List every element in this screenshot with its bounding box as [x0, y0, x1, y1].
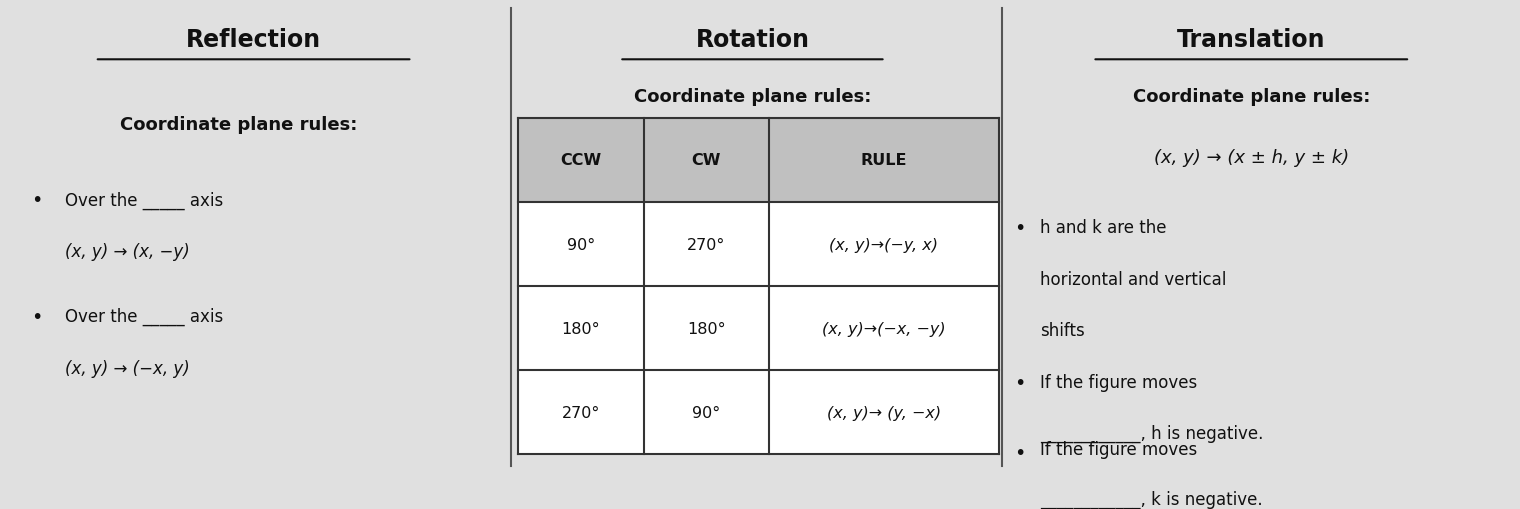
Text: (x, y) → (−x, y): (x, y) → (−x, y) — [65, 359, 190, 377]
Text: Coordinate plane rules:: Coordinate plane rules: — [120, 116, 357, 134]
Text: If the figure moves: If the figure moves — [1040, 373, 1196, 391]
Text: (x, y)→(−x, −y): (x, y)→(−x, −y) — [822, 321, 945, 336]
Text: 270°: 270° — [562, 405, 600, 420]
Text: (x, y)→(−y, x): (x, y)→(−y, x) — [830, 237, 938, 252]
Text: 180°: 180° — [561, 321, 600, 336]
Text: Coordinate plane rules:: Coordinate plane rules: — [1132, 88, 1370, 106]
Text: RULE: RULE — [860, 153, 907, 168]
Text: (x, y)→ (y, −x): (x, y)→ (y, −x) — [827, 405, 941, 420]
Text: CCW: CCW — [561, 153, 602, 168]
Text: (x, y) → (x ± h, y ± k): (x, y) → (x ± h, y ± k) — [1154, 149, 1348, 167]
Text: •: • — [32, 191, 43, 210]
Text: If the figure moves: If the figure moves — [1040, 441, 1196, 459]
Text: CW: CW — [692, 153, 720, 168]
Text: •: • — [1014, 219, 1026, 238]
Bar — [518, 119, 999, 203]
Text: (x, y) → (x, −y): (x, y) → (x, −y) — [65, 242, 190, 260]
Text: •: • — [1014, 443, 1026, 462]
Text: 180°: 180° — [687, 321, 725, 336]
Text: 90°: 90° — [567, 237, 594, 252]
Text: ____________, k is negative.: ____________, k is negative. — [1040, 490, 1262, 508]
Text: •: • — [1014, 373, 1026, 392]
Text: Rotation: Rotation — [696, 27, 810, 51]
Text: ____________, h is negative.: ____________, h is negative. — [1040, 425, 1263, 442]
Text: Reflection: Reflection — [185, 27, 321, 51]
Text: Coordinate plane rules:: Coordinate plane rules: — [634, 88, 871, 106]
Text: 270°: 270° — [687, 237, 725, 252]
Text: Translation: Translation — [1176, 27, 1325, 51]
Text: 90°: 90° — [692, 405, 720, 420]
Text: horizontal and vertical: horizontal and vertical — [1040, 270, 1227, 288]
Text: h and k are the: h and k are the — [1040, 219, 1166, 237]
Text: Over the _____ axis: Over the _____ axis — [65, 307, 223, 326]
Text: Over the _____ axis: Over the _____ axis — [65, 191, 223, 209]
Bar — [518, 119, 999, 455]
Text: shifts: shifts — [1040, 322, 1084, 340]
Text: •: • — [32, 307, 43, 327]
